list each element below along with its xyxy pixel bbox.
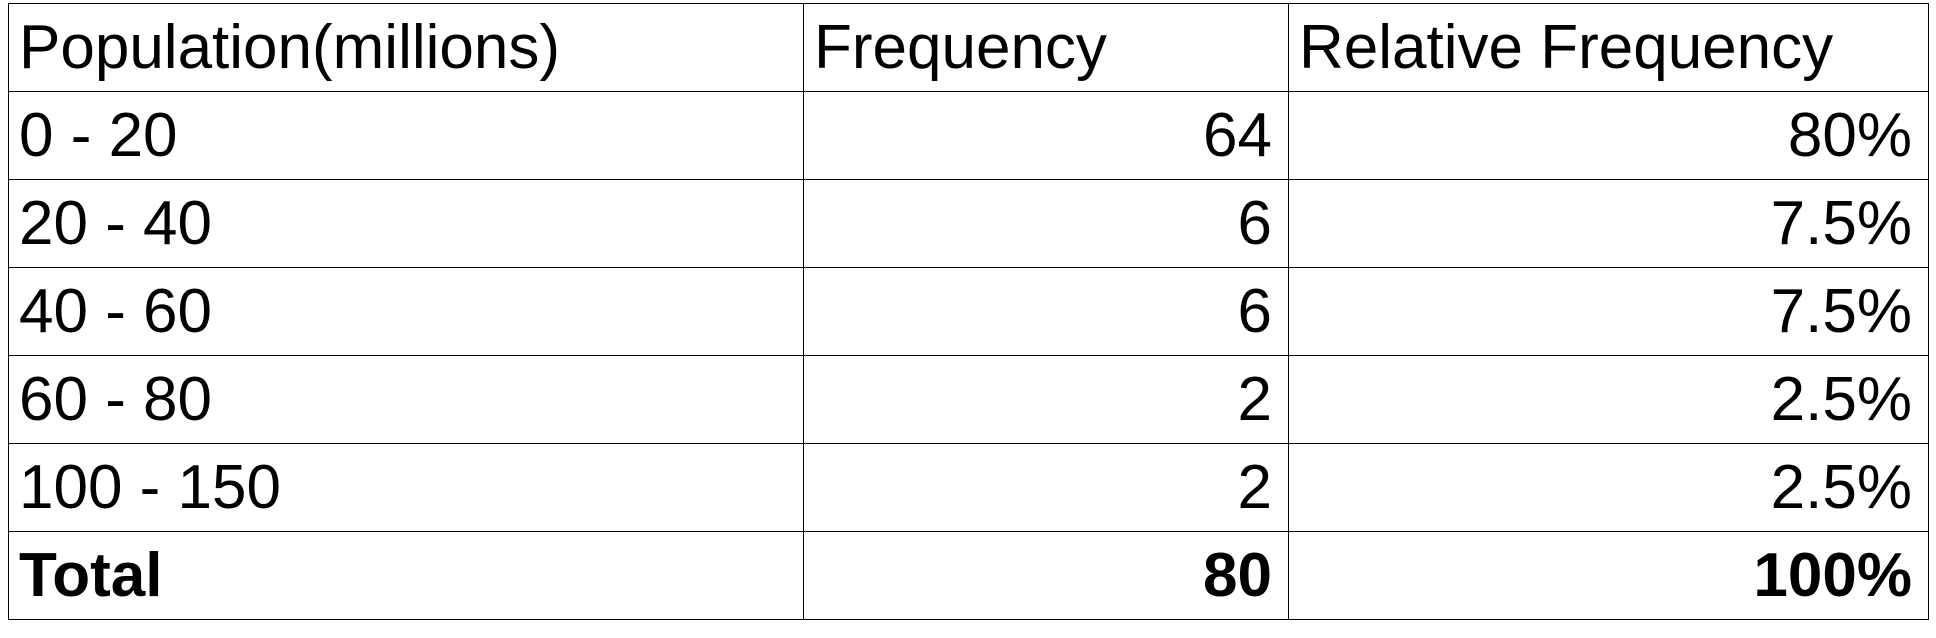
relative-frequency-cell: 2.5% bbox=[1288, 443, 1929, 532]
frequency-table: Population(millions) Frequency Relative … bbox=[8, 3, 1929, 620]
relative-frequency-cell: 80% bbox=[1288, 91, 1929, 180]
relative-frequency-cell: 7.5% bbox=[1288, 267, 1929, 356]
frequency-cell: 64 bbox=[803, 91, 1289, 180]
relative-frequency-cell: 2.5% bbox=[1288, 355, 1929, 444]
total-relative-frequency-cell: 100% bbox=[1288, 531, 1929, 620]
header-population: Population(millions) bbox=[8, 3, 804, 92]
population-range-cell: 40 - 60 bbox=[8, 267, 804, 356]
population-range-cell: 20 - 40 bbox=[8, 179, 804, 268]
header-relative-frequency: Relative Frequency bbox=[1288, 3, 1929, 92]
table-row: 0 - 20 64 80% bbox=[8, 91, 1929, 180]
frequency-cell: 6 bbox=[803, 179, 1289, 268]
relative-frequency-cell: 7.5% bbox=[1288, 179, 1929, 268]
header-row: Population(millions) Frequency Relative … bbox=[8, 3, 1929, 92]
table-row: 20 - 40 6 7.5% bbox=[8, 179, 1929, 268]
header-frequency: Frequency bbox=[803, 3, 1289, 92]
table-row: 40 - 60 6 7.5% bbox=[8, 267, 1929, 356]
population-range-cell: 100 - 150 bbox=[8, 443, 804, 532]
frequency-table-container: Population(millions) Frequency Relative … bbox=[8, 3, 1929, 635]
population-range-cell: 0 - 20 bbox=[8, 91, 804, 180]
frequency-cell: 2 bbox=[803, 355, 1289, 444]
population-range-cell: 60 - 80 bbox=[8, 355, 804, 444]
total-frequency-cell: 80 bbox=[803, 531, 1289, 620]
table-row: 60 - 80 2 2.5% bbox=[8, 355, 1929, 444]
frequency-cell: 6 bbox=[803, 267, 1289, 356]
frequency-cell: 2 bbox=[803, 443, 1289, 532]
table-row: 100 - 150 2 2.5% bbox=[8, 443, 1929, 532]
total-label-cell: Total bbox=[8, 531, 804, 620]
total-row: Total 80 100% bbox=[8, 531, 1929, 620]
